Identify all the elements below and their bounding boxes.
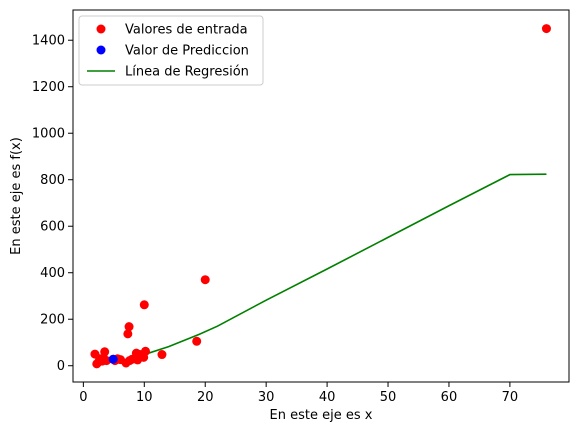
legend: Valores de entrada Valor de Prediccion Lín… xyxy=(78,15,264,86)
x-tick-label: 20 xyxy=(197,390,214,405)
legend-entry-label: Valor de Prediccion xyxy=(125,44,249,59)
x-axis-label: En este eje es x xyxy=(270,408,373,423)
x-tick-label: 60 xyxy=(441,390,458,405)
y-tick-label: 600 xyxy=(40,220,65,235)
y-tick-label: 1200 xyxy=(32,80,65,95)
axes-frame xyxy=(72,9,570,383)
input-point xyxy=(157,350,167,360)
y-tick-label: 800 xyxy=(40,173,65,188)
x-tick-label: 70 xyxy=(502,390,519,405)
y-tick-label: 200 xyxy=(40,313,65,328)
prediction-point xyxy=(108,354,118,364)
legend-dot-marker xyxy=(96,45,106,55)
y-tick-label: 1000 xyxy=(32,127,65,142)
input-point xyxy=(541,24,551,34)
legend-entry-label: Valores de entrada xyxy=(125,23,248,38)
input-point xyxy=(200,275,210,285)
x-tick-label: 30 xyxy=(258,390,275,405)
y-tick-label: 0 xyxy=(57,359,65,374)
x-tick-label: 0 xyxy=(79,390,87,405)
input-point xyxy=(90,349,100,359)
regression-line xyxy=(94,173,547,362)
legend-entry-label: Línea de Regresión xyxy=(125,65,249,80)
y-tick-label: 1400 xyxy=(32,34,65,49)
legend-dot-marker xyxy=(96,24,106,34)
y-axis-ticks: 0 200 400 600 800 1000 1200 1400 xyxy=(32,34,73,374)
y-tick-label: 400 xyxy=(40,266,65,281)
input-point xyxy=(192,336,202,346)
y-axis-label: En este eje es f(x) xyxy=(9,137,24,255)
x-tick-label: 10 xyxy=(136,390,153,405)
x-tick-label: 50 xyxy=(380,390,397,405)
plot-area xyxy=(90,24,551,369)
legend-box xyxy=(78,15,264,86)
input-point xyxy=(100,347,110,357)
input-point xyxy=(92,359,102,369)
input-point xyxy=(123,329,133,339)
x-tick-label: 40 xyxy=(319,390,336,405)
input-point xyxy=(139,300,149,310)
input-point xyxy=(124,322,134,332)
x-axis-ticks: 0 10 20 30 40 50 60 70 xyxy=(79,382,518,405)
